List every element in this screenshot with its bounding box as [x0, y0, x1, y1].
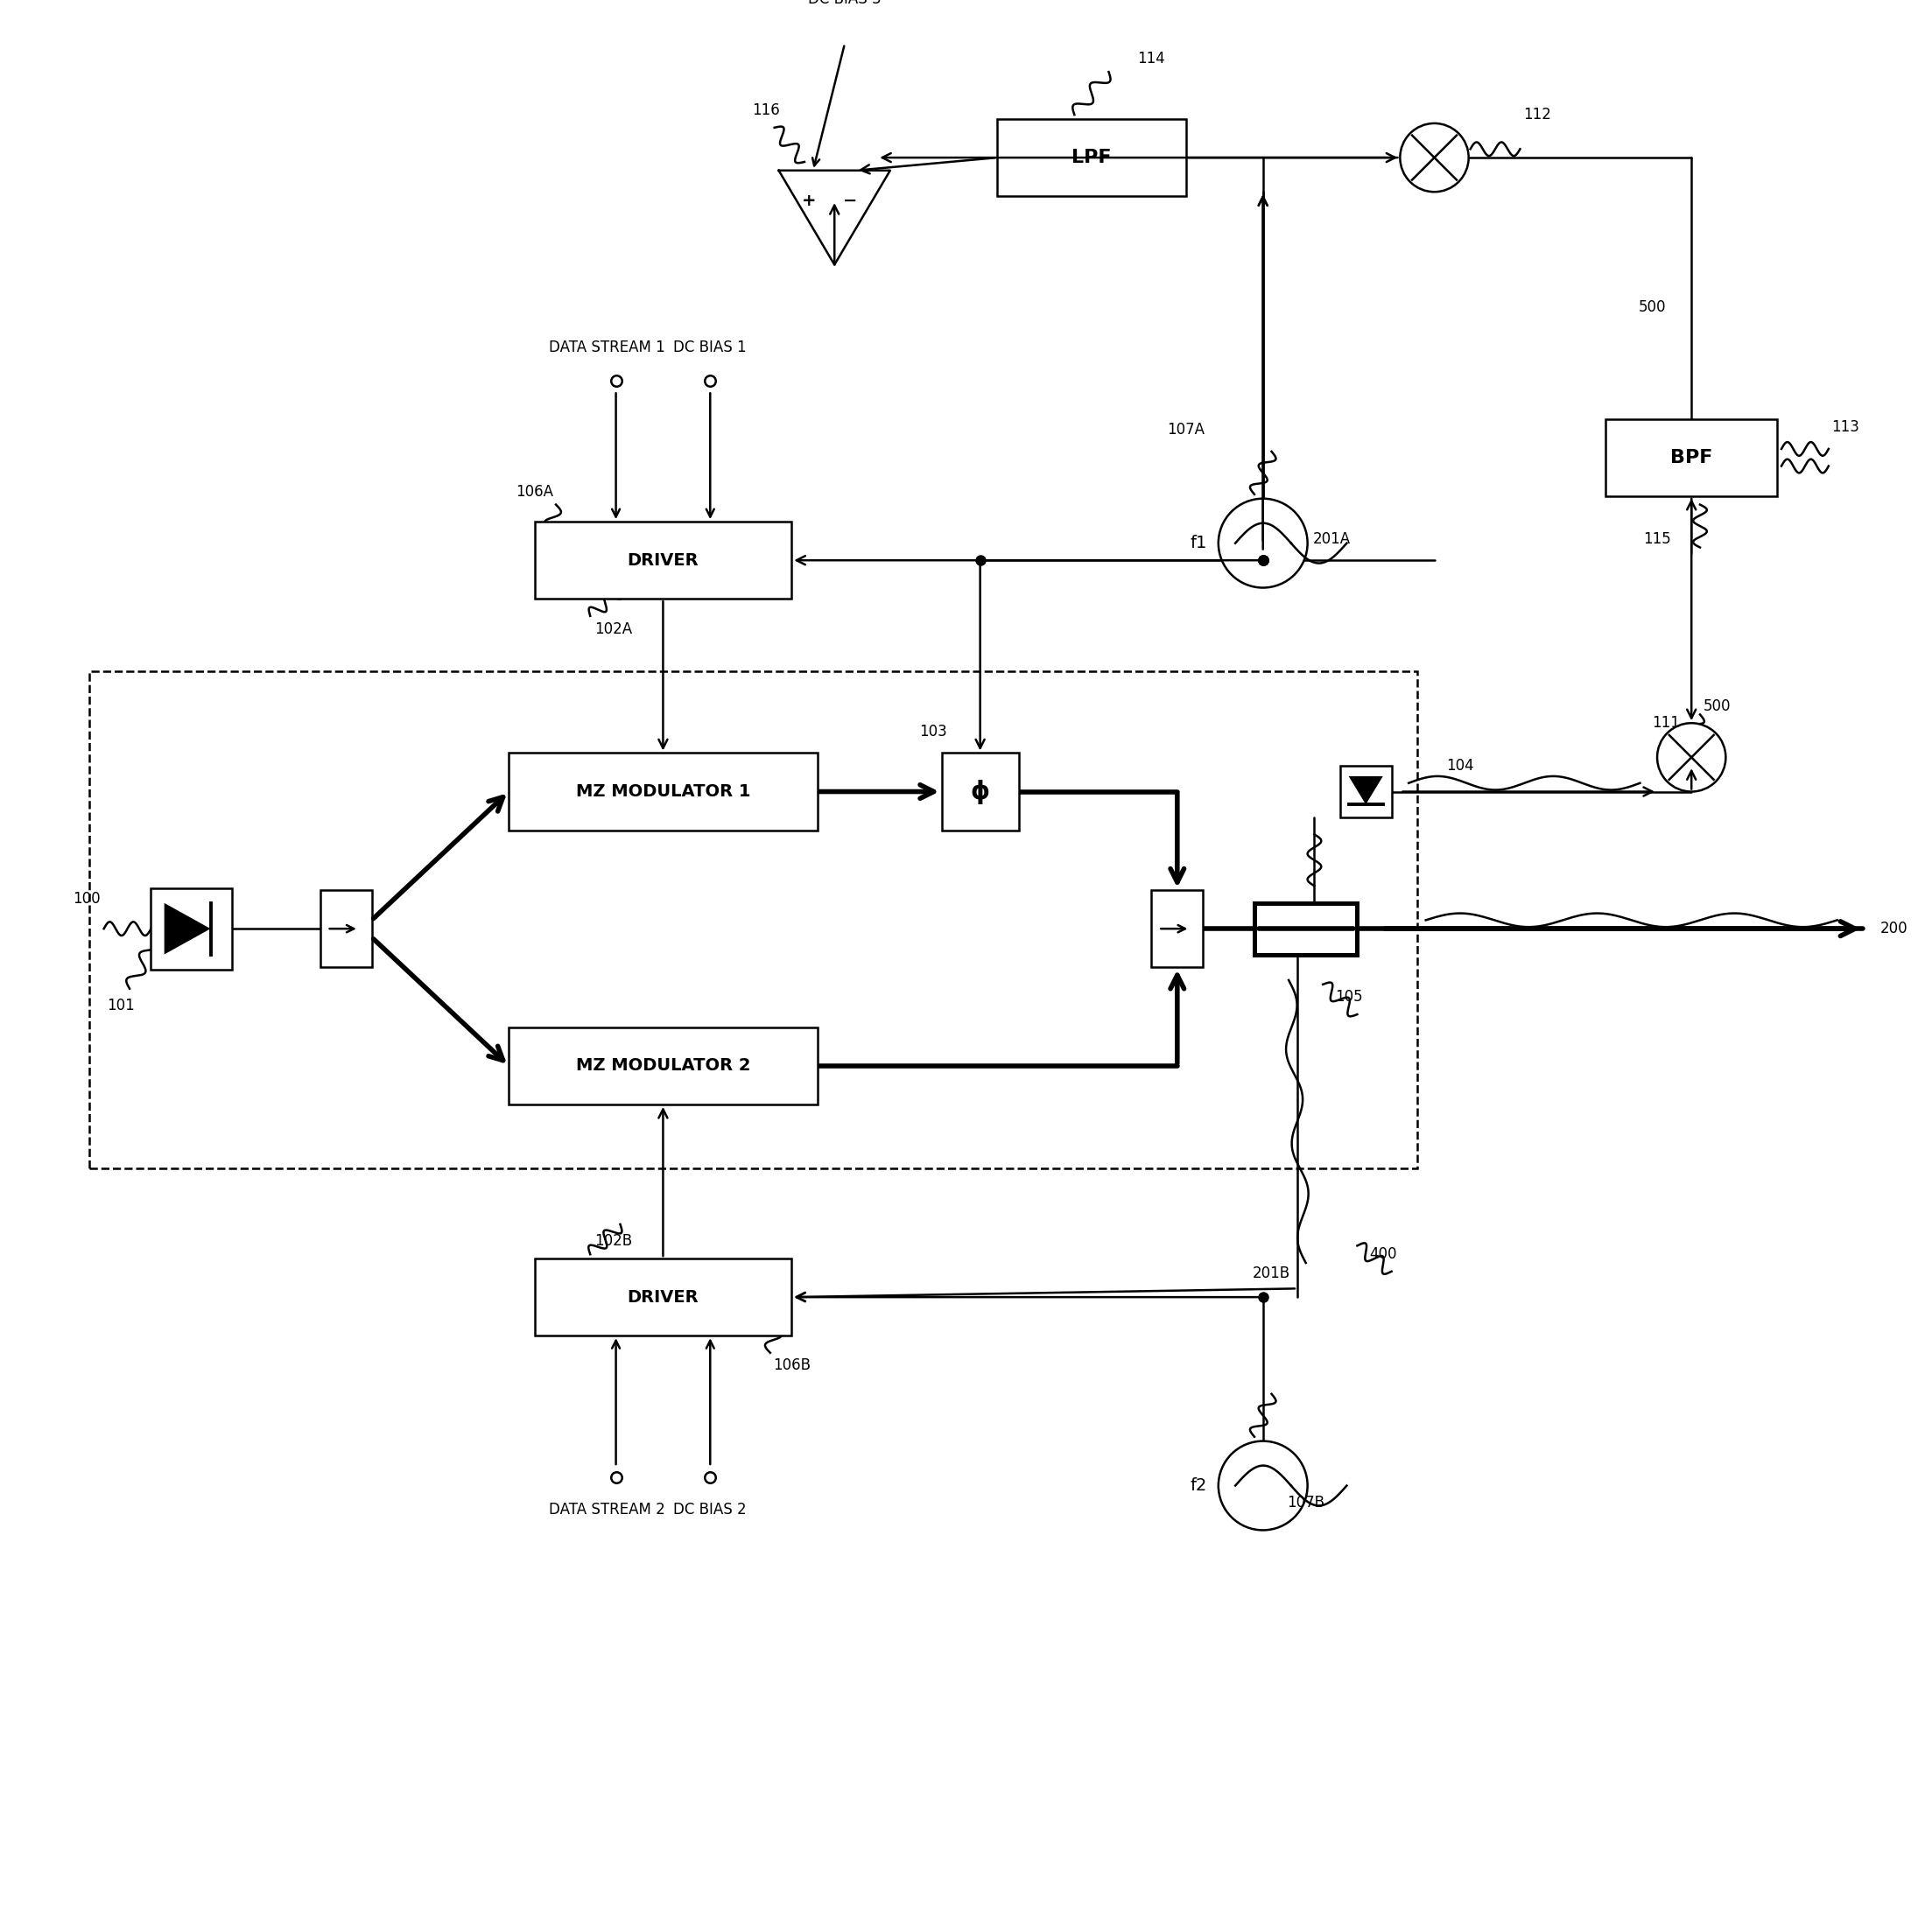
Bar	[535, 523, 792, 599]
Circle shape	[1219, 500, 1308, 588]
Text: DRIVER: DRIVER	[628, 1288, 699, 1305]
Bar	[941, 752, 1018, 831]
Bar	[321, 890, 371, 967]
Text: ϕ: ϕ	[970, 779, 989, 804]
Bar	[997, 119, 1186, 195]
Text: 101: 101	[106, 997, 135, 1014]
Text: 113: 113	[1832, 419, 1861, 434]
Bar	[508, 752, 817, 831]
Text: 500: 500	[1638, 300, 1665, 316]
Text: 201B: 201B	[1252, 1265, 1291, 1280]
Text: 201A: 201A	[1312, 530, 1350, 547]
Text: DRIVER: DRIVER	[628, 551, 699, 568]
Text: −: −	[842, 191, 858, 209]
Polygon shape	[779, 170, 891, 264]
Bar	[1605, 419, 1777, 496]
Text: +: +	[802, 191, 815, 209]
Text: 107B: 107B	[1287, 1495, 1325, 1510]
Text: 106B: 106B	[773, 1357, 810, 1374]
Text: MZ MODULATOR 1: MZ MODULATOR 1	[576, 783, 750, 800]
Text: DC BIAS 3: DC BIAS 3	[808, 0, 881, 8]
Text: BPF: BPF	[1671, 448, 1712, 467]
Bar	[151, 888, 232, 968]
Circle shape	[1658, 723, 1725, 792]
Text: DATA STREAM 2: DATA STREAM 2	[549, 1502, 665, 1518]
Text: 200: 200	[1880, 921, 1907, 936]
Bar	[508, 1028, 817, 1104]
Text: 400: 400	[1370, 1246, 1397, 1261]
Text: f1: f1	[1190, 534, 1208, 551]
Text: 102A: 102A	[595, 620, 632, 637]
Circle shape	[1401, 122, 1468, 191]
Text: 116: 116	[752, 103, 781, 119]
Bar	[535, 1259, 792, 1336]
Text: 500: 500	[1704, 699, 1731, 714]
Text: DATA STREAM 1: DATA STREAM 1	[549, 341, 665, 356]
Text: LPF: LPF	[1072, 149, 1111, 167]
Text: 100: 100	[73, 890, 100, 907]
Polygon shape	[1349, 777, 1383, 804]
Text: f2: f2	[1190, 1478, 1208, 1495]
Text: 112: 112	[1522, 107, 1551, 122]
Bar	[1254, 903, 1356, 955]
Bar	[1341, 766, 1391, 817]
Bar	[89, 672, 1418, 1169]
Bar	[1151, 890, 1204, 967]
Text: 103: 103	[920, 723, 947, 739]
Text: 104: 104	[1447, 758, 1474, 773]
Text: 102B: 102B	[595, 1233, 632, 1250]
Text: DC BIAS 2: DC BIAS 2	[674, 1502, 748, 1518]
Text: 106A: 106A	[516, 484, 553, 500]
Polygon shape	[164, 903, 211, 955]
Text: 115: 115	[1644, 530, 1671, 547]
Text: MZ MODULATOR 2: MZ MODULATOR 2	[576, 1057, 750, 1074]
Text: 114: 114	[1138, 52, 1165, 67]
Text: DC BIAS 1: DC BIAS 1	[674, 341, 748, 356]
Text: 111: 111	[1652, 716, 1679, 731]
Circle shape	[1219, 1441, 1308, 1529]
Text: 105: 105	[1335, 990, 1362, 1005]
Text: 107A: 107A	[1167, 423, 1206, 438]
